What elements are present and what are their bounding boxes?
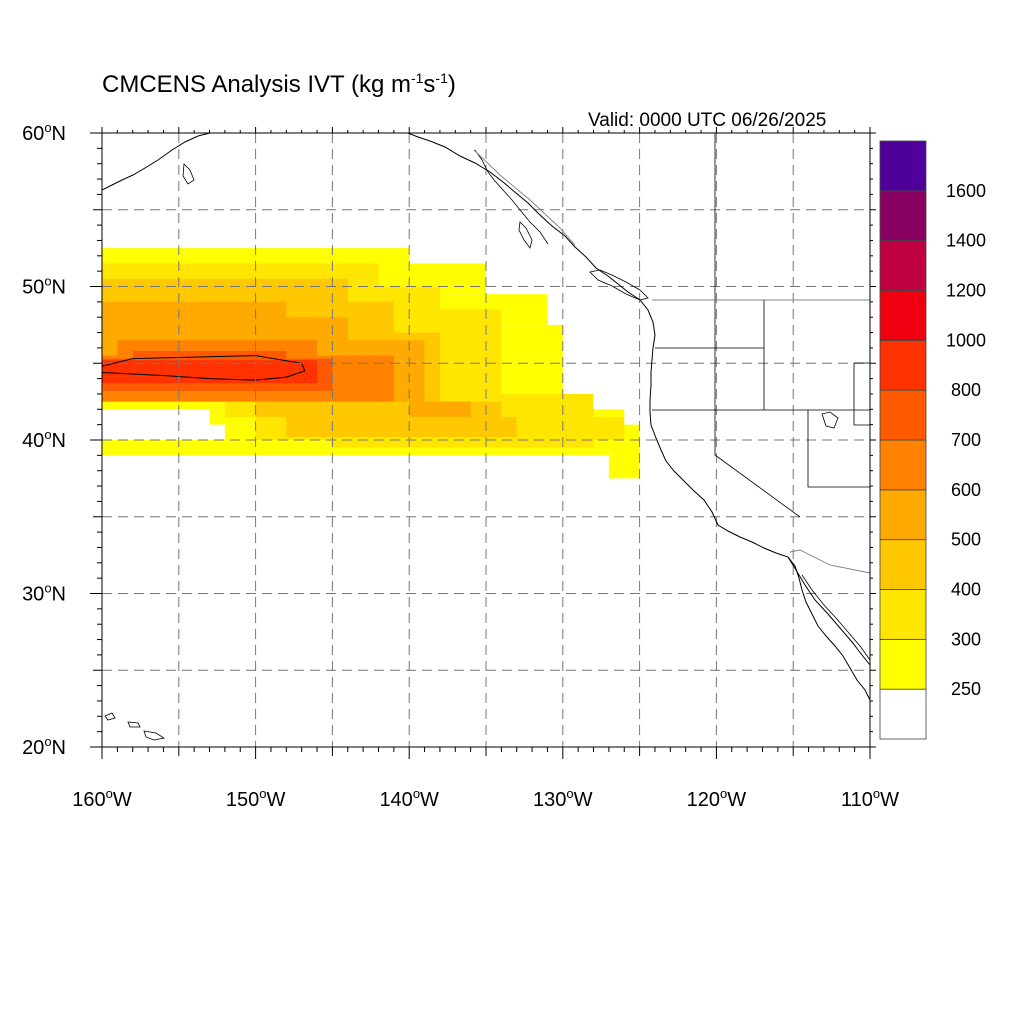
ivt-cell-300 xyxy=(332,440,594,448)
lat-label: 60oN xyxy=(22,120,66,145)
ivt-contours xyxy=(102,355,306,381)
ivt-cell-500 xyxy=(409,401,471,417)
colorbar-label: 1000 xyxy=(946,330,986,350)
colorbar: 250 300 400 500 600 700 800 1000 1200 1400 1600 xyxy=(879,140,986,740)
colorbar-swatch xyxy=(879,389,927,441)
colorbar-label: 300 xyxy=(951,629,981,649)
ivt-cell-500 xyxy=(102,317,348,341)
lon-label: 160oW xyxy=(72,786,132,811)
colorbar-swatch xyxy=(879,339,927,391)
geography xyxy=(102,133,870,741)
ivt-cell-400 xyxy=(286,416,517,437)
colorbar-label: 250 xyxy=(951,679,981,699)
colorbar-swatch xyxy=(879,589,927,640)
hawaiian-islands xyxy=(104,712,166,741)
colorbar-swatch xyxy=(879,638,927,690)
island-vancouver xyxy=(589,269,649,301)
colorbar-label: 600 xyxy=(951,480,981,500)
plot-area xyxy=(102,133,870,747)
colorbar-label: 500 xyxy=(951,530,981,550)
island-kodiak xyxy=(182,163,195,185)
lat-label: 20oN xyxy=(22,734,66,759)
lat-label: 40oN xyxy=(22,427,66,452)
lon-label: 150oW xyxy=(226,786,286,811)
lon-label: 120oW xyxy=(687,786,747,811)
colorbar-swatch xyxy=(879,489,927,541)
axis-ticks xyxy=(90,127,876,759)
map-title: CMCENS Analysis IVT (kg m-1s-1) xyxy=(102,70,456,98)
lat-label: 30oN xyxy=(22,581,66,606)
coastline-baja-mexico xyxy=(801,574,870,661)
border-us-mexico xyxy=(789,549,870,574)
colorbar-label: 800 xyxy=(951,380,981,400)
coastline-alaska xyxy=(102,133,211,191)
colorbar-swatch xyxy=(879,140,927,192)
lon-label: 130oW xyxy=(533,786,593,811)
ivt-cell-800 xyxy=(102,360,318,384)
lon-label: 140oW xyxy=(379,786,439,811)
great-salt-lake xyxy=(821,411,839,429)
colorbar-swatch xyxy=(879,539,927,590)
colorbar-label: 1200 xyxy=(946,281,986,301)
colorbar-label: 400 xyxy=(951,580,981,600)
colorbar-label: 1600 xyxy=(946,181,986,201)
ivt-cell-400 xyxy=(102,278,348,302)
state-lines xyxy=(652,133,870,518)
colorbar-swatch xyxy=(879,290,927,341)
border-us-canada xyxy=(473,149,870,301)
colorbar-swatch xyxy=(879,190,927,242)
gridlines xyxy=(102,133,870,747)
valid-time-label: Valid: 0000 UTC 06/26/2025 xyxy=(588,110,827,131)
ivt-contour-800 xyxy=(102,355,306,381)
lon-label: 110oW xyxy=(841,786,899,811)
ivt-cell-250 xyxy=(608,455,640,479)
colorbar-swatch xyxy=(879,439,927,491)
longitude-labels: 160oW 150oW 140oW 130oW 120oW 110oW xyxy=(72,786,899,811)
coastline-alaska-panhandle xyxy=(474,149,549,245)
colorbar-label: 700 xyxy=(951,430,981,450)
coastline-gulf-of-california xyxy=(787,556,870,666)
ivt-cell-500 xyxy=(102,301,287,318)
island-haida-gwaii xyxy=(518,221,533,249)
lat-label: 50oN xyxy=(22,274,66,299)
colorbar-swatch xyxy=(879,688,927,740)
colorbar-label: 1400 xyxy=(946,231,986,251)
coastline-north-america xyxy=(407,133,870,701)
colorbar-swatch xyxy=(879,240,927,291)
latitude-labels: 60oN 50oN 40oN 30oN 20oN xyxy=(22,120,66,759)
